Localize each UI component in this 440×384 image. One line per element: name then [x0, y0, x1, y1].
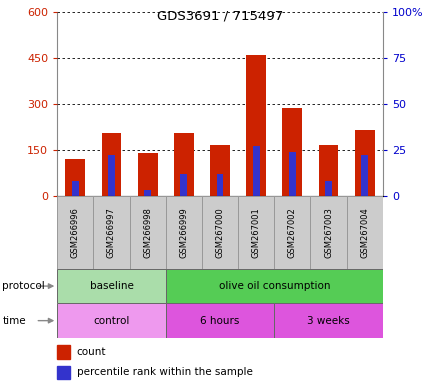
Text: percentile rank within the sample: percentile rank within the sample	[77, 367, 253, 377]
Text: protocol: protocol	[2, 281, 45, 291]
Bar	[174, 133, 194, 196]
Text: GSM266997: GSM266997	[107, 207, 116, 258]
Bar	[274, 303, 383, 338]
Bar	[289, 152, 296, 196]
Bar	[166, 303, 274, 338]
Bar	[282, 108, 302, 196]
Text: GSM267001: GSM267001	[252, 207, 260, 258]
Text: GSM266998: GSM266998	[143, 207, 152, 258]
Text: 3 weeks: 3 weeks	[307, 316, 350, 326]
Text: GSM267003: GSM267003	[324, 207, 333, 258]
Text: olive oil consumption: olive oil consumption	[219, 281, 330, 291]
Bar	[210, 145, 230, 196]
Text: GDS3691 / 715497: GDS3691 / 715497	[157, 10, 283, 23]
Bar	[102, 133, 121, 196]
Text: baseline: baseline	[89, 281, 133, 291]
Bar	[319, 145, 338, 196]
Text: GSM267000: GSM267000	[216, 207, 224, 258]
Bar	[57, 366, 70, 379]
Bar	[166, 196, 202, 269]
Bar	[274, 196, 311, 269]
Text: GSM266999: GSM266999	[180, 207, 188, 258]
Bar	[93, 196, 129, 269]
Bar	[238, 196, 274, 269]
Bar	[180, 174, 187, 196]
Text: GSM267002: GSM267002	[288, 207, 297, 258]
Text: control: control	[93, 316, 130, 326]
Bar	[57, 196, 93, 269]
Bar	[253, 146, 260, 196]
Bar	[57, 345, 70, 359]
Text: time: time	[2, 316, 26, 326]
Bar	[108, 155, 115, 196]
Bar	[72, 181, 79, 196]
Text: GSM267004: GSM267004	[360, 207, 369, 258]
Bar	[311, 196, 347, 269]
Bar	[144, 190, 151, 196]
Bar	[216, 174, 224, 196]
Bar	[347, 196, 383, 269]
Bar	[355, 130, 375, 196]
Bar	[361, 155, 368, 196]
Bar	[202, 196, 238, 269]
Text: GSM266996: GSM266996	[71, 207, 80, 258]
Text: 6 hours: 6 hours	[200, 316, 240, 326]
Bar	[246, 55, 266, 196]
Bar	[138, 153, 158, 196]
Bar	[57, 303, 166, 338]
Bar	[166, 269, 383, 303]
Bar	[325, 181, 332, 196]
Bar	[57, 269, 166, 303]
Bar	[129, 196, 166, 269]
Text: count: count	[77, 347, 106, 357]
Bar	[66, 159, 85, 196]
